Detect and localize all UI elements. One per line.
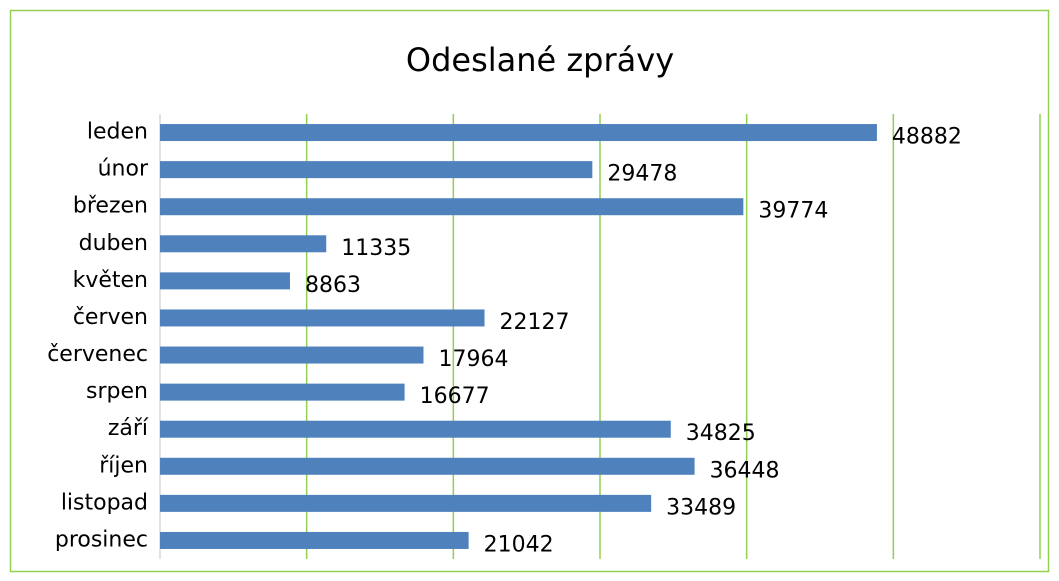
bar	[160, 420, 671, 438]
y-tick-label: červen	[73, 305, 148, 330]
y-tick-label: říjen	[99, 453, 148, 478]
bar	[160, 383, 405, 401]
data-label: 29478	[607, 162, 677, 187]
y-tick-label: březen	[73, 194, 148, 219]
y-tick-label: duben	[79, 231, 148, 256]
y-tick-label: prosinec	[55, 527, 148, 552]
data-label: 17964	[438, 347, 508, 372]
data-label: 36448	[710, 458, 780, 483]
y-tick-label: leden	[87, 120, 148, 145]
data-label: 8863	[305, 273, 361, 298]
y-tick-label: červenec	[47, 342, 148, 367]
bar	[160, 531, 469, 549]
bar	[160, 161, 593, 179]
chart-frame	[9, 9, 1050, 573]
bar	[160, 272, 290, 290]
y-tick-label: srpen	[86, 379, 148, 404]
bar	[160, 346, 424, 364]
data-label: 21042	[484, 532, 554, 557]
y-tick-label: listopad	[61, 490, 148, 515]
y-tick-label: únor	[98, 157, 149, 182]
y-tick-label: květen	[73, 268, 148, 293]
bar	[160, 124, 877, 142]
y-tick-label: září	[108, 416, 149, 441]
data-label: 22127	[500, 310, 570, 335]
bar	[160, 457, 695, 475]
data-label: 48882	[892, 125, 962, 150]
bar	[160, 309, 485, 327]
data-label: 34825	[686, 421, 756, 446]
chart-title: Odeslané zprávy	[406, 41, 674, 79]
bar	[160, 235, 327, 253]
bar	[160, 494, 652, 512]
data-label: 16677	[420, 384, 490, 409]
data-label: 39774	[758, 199, 828, 224]
bar	[160, 198, 744, 216]
data-label: 11335	[341, 236, 411, 261]
data-label: 33489	[666, 495, 736, 520]
